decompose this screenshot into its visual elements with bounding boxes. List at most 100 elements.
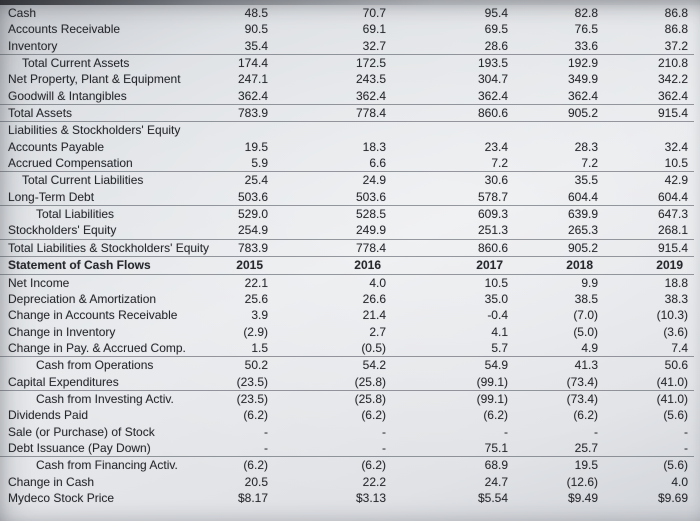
cell-value: 38.5 xyxy=(574,291,598,306)
table-row: Goodwill & Intangibles 362.4 362.4 362.4 362… xyxy=(0,87,694,106)
cell-value: 19.5 xyxy=(574,458,598,473)
cell-value: 22.2 xyxy=(362,474,386,489)
cell-value: 349.9 xyxy=(567,72,598,87)
cell-value: 38.3 xyxy=(664,291,688,306)
cell-value: 647.3 xyxy=(657,207,688,222)
cell-value: 639.9 xyxy=(567,207,598,222)
cell-value: 265.3 xyxy=(514,222,604,240)
cell-value: 503.6 xyxy=(232,188,274,207)
financial-table-body: Cash 48.5 70.7 95.4 82.8 86.8 Accounts Receiva… xyxy=(0,5,694,506)
cell-value: 4.0 xyxy=(369,275,386,290)
cell-value: 32.7 xyxy=(274,37,392,56)
cell-value xyxy=(514,122,604,139)
table-row: Long-Term Debt 503.6 503.6 578.7 604.4 604.4 xyxy=(0,188,694,207)
cell-value: (3.6) xyxy=(663,324,688,339)
cell-value: 25.6 xyxy=(244,291,268,306)
row-label: Total Current Liabilities xyxy=(22,173,144,188)
cell-value xyxy=(392,122,514,139)
row-label: Change in Accounts Receivable xyxy=(8,308,178,323)
table-row: Debt Issuance (Pay Down) - -75.1 25.7- xyxy=(0,439,694,458)
cell-value: - xyxy=(264,424,268,439)
cell-value: (5.6) xyxy=(663,458,688,473)
cell-value: 19.5 xyxy=(244,139,268,154)
cell-value: 82.8 xyxy=(574,6,598,20)
cell-value: -0.4 xyxy=(487,308,508,323)
table-row: Total Current Assets 174.4 172.5 193.5 192.9… xyxy=(0,55,694,72)
photo-top-edge xyxy=(0,0,700,5)
cell-value: - xyxy=(382,424,386,439)
table-row: Change in Accounts Receivable 3.9 21.4 -0.4… xyxy=(0,307,694,323)
cell-value: 50.6 xyxy=(664,358,688,373)
table-row: Cash from Operations 50.2 54.2 54.9 41.3 50.6 xyxy=(0,357,694,374)
row-label: Statement of Cash Flows xyxy=(0,256,232,275)
cell-value: (6.2) xyxy=(361,458,386,473)
row-label: Accounts Payable xyxy=(8,139,105,154)
table-row: Mydeco Stock Price $8.17 $3.13 $5.54 $9.49 $9… xyxy=(0,490,694,506)
cell-value: 268.1 xyxy=(604,222,694,240)
cell-value: (10.3) xyxy=(656,308,688,323)
table-row: Change in Pay. & Accrued Comp. 1.5 (0.5) 5.… xyxy=(0,339,694,358)
cell-value: (5.0) xyxy=(573,324,598,339)
cell-value: 48.5 xyxy=(244,6,268,20)
cell-value: 69.1 xyxy=(362,22,386,37)
cell-value: 54.9 xyxy=(484,358,508,373)
cell-value: 860.6 xyxy=(392,104,514,123)
table-row: Accounts Receivable 90.5 69.1 69.5 76.5 86.8 xyxy=(0,21,694,37)
cell-value: 243.5 xyxy=(355,72,386,87)
cell-value: 25.4 xyxy=(244,173,268,188)
cell-value: 86.8 xyxy=(664,6,688,20)
cell-value: 172.5 xyxy=(355,56,386,71)
cell-value: 778.4 xyxy=(274,239,392,258)
cell-value: - xyxy=(274,439,392,458)
cell-value: 75.1 xyxy=(392,439,514,458)
table-row: Change in Cash 20.5 22.2 24.7 (12.6) 4.0 xyxy=(0,474,694,490)
table-row: Liabilities & Stockholders' Equity xyxy=(0,122,694,139)
cell-value: 2015 xyxy=(232,256,274,275)
table-row: Capital Expenditures (23.5) (25.8) (99.1) (7… xyxy=(0,373,694,391)
table-row: Sale (or Purchase) of Stock - - - - - xyxy=(0,424,694,440)
cell-value: 6.6 xyxy=(274,155,392,173)
cell-value: 10.5 xyxy=(484,275,508,290)
cell-value: 4.1 xyxy=(491,324,508,339)
cell-value: (41.0) xyxy=(656,391,688,406)
cell-value: - xyxy=(594,424,598,439)
row-label: Sale (or Purchase) of Stock xyxy=(8,424,155,439)
cell-value: 529.0 xyxy=(237,207,268,222)
cell-value: $9.69 xyxy=(657,490,688,505)
table-row: Cash 48.5 70.7 95.4 82.8 86.8 xyxy=(0,5,694,21)
cell-value: 362.4 xyxy=(514,87,604,106)
cell-value: 21.4 xyxy=(362,308,386,323)
cell-value: 35.0 xyxy=(484,291,508,306)
cell-value: - xyxy=(232,439,274,458)
cell-value: 783.9 xyxy=(232,239,274,258)
cell-value: 25.7 xyxy=(514,439,604,458)
cell-value: (12.6) xyxy=(566,474,598,489)
cell-value: 7.2 xyxy=(392,155,514,173)
cell-value: 68.9 xyxy=(484,458,508,473)
cell-value: 3.9 xyxy=(251,308,268,323)
row-label: Total Assets xyxy=(0,104,232,123)
table-row: Total Liabilities 529.0 528.5 609.3 639.9 647… xyxy=(0,206,694,223)
cell-value: (6.2) xyxy=(573,408,598,423)
cell-value: 7.4 xyxy=(604,339,694,358)
cell-value: 28.3 xyxy=(574,139,598,154)
cell-value: (0.5) xyxy=(274,339,392,358)
cell-value: 95.4 xyxy=(484,6,508,20)
cell-value: 26.6 xyxy=(362,291,386,306)
table-row: Change in Inventory (2.9) 2.7 4.1 (5.0) (3.6) xyxy=(0,324,694,340)
cell-value: 362.4 xyxy=(232,87,274,106)
cell-value: 192.9 xyxy=(567,56,598,71)
cell-value: 2019 xyxy=(604,256,694,275)
row-label: Dividends Paid xyxy=(8,408,89,423)
cell-value: 2017 xyxy=(392,256,514,275)
cell-value: $9.49 xyxy=(567,490,598,505)
cell-value: - xyxy=(604,439,694,458)
row-label: Accrued Compensation xyxy=(0,155,232,173)
row-label: Mydeco Stock Price xyxy=(8,490,115,505)
cell-value: 18.8 xyxy=(664,275,688,290)
cell-value: 778.4 xyxy=(274,104,392,123)
cell-value xyxy=(232,122,274,139)
row-label: Net Income xyxy=(8,275,70,290)
table-row: Total Assets 783.9 778.4 860.6 905.2 915.4 xyxy=(0,104,694,123)
